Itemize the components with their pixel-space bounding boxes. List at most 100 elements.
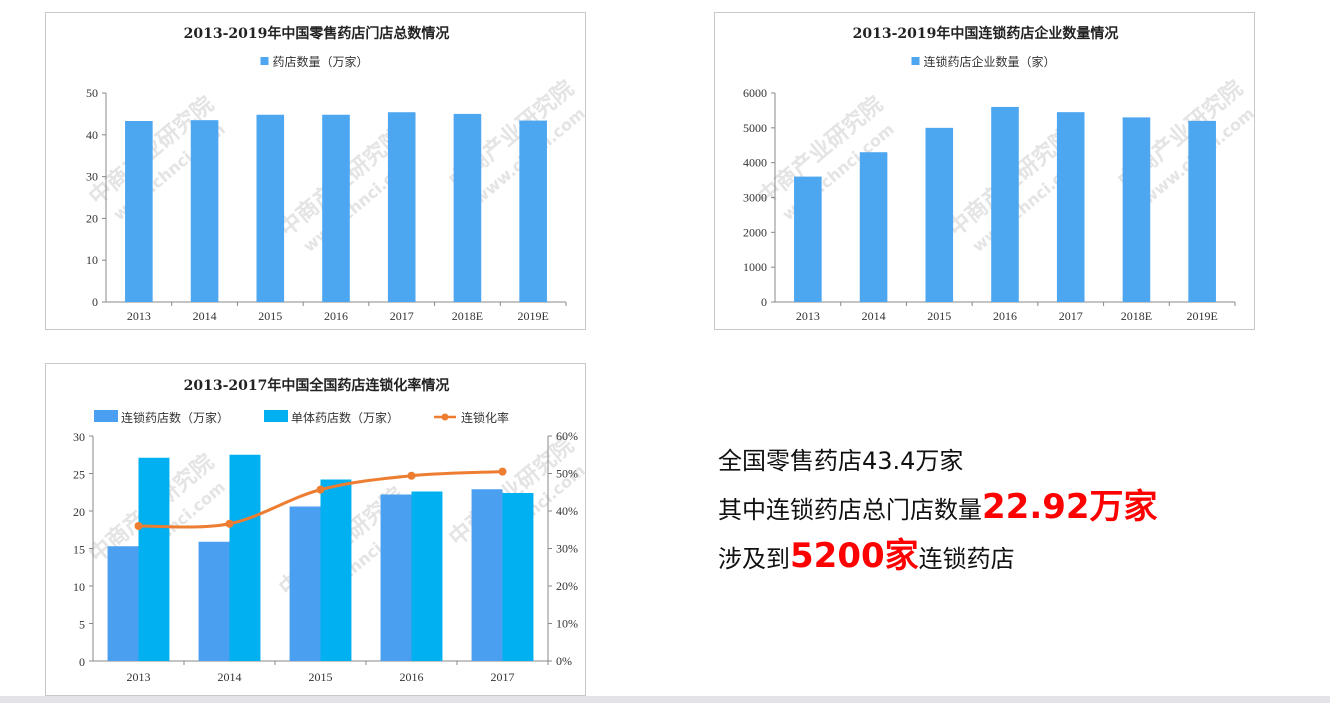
chain-rate-y-tick-label: 0 (79, 655, 85, 669)
chain-rate-line-point-2014 (225, 519, 234, 528)
chain-rate-y2-tick-label: 0% (556, 654, 572, 668)
chain-rate-y-tick-label: 15 (73, 543, 85, 557)
chain-rate-y2-tick-label: 20% (556, 579, 578, 593)
summary-chain-stores-prefix: 其中连锁药店总门店数量 (718, 496, 982, 524)
chain-companies-legend-label: 连锁药店企业数量（家） (924, 54, 1056, 69)
chain-rate-bar-single-2016 (411, 491, 443, 661)
summary-chain-stores-highlight: 22.92万家 (982, 487, 1158, 527)
chain-rate-bar-chain-2013 (107, 546, 139, 661)
chain-companies-y-tick-label: 1000 (743, 260, 767, 274)
store-total-y-tick-label: 40 (86, 128, 98, 142)
chain-companies-x-tick-label: 2013 (796, 309, 820, 323)
summary-line-total: 全国零售药店43.4万家 (718, 438, 1318, 484)
chain-companies-y-tick-label: 3000 (743, 191, 767, 205)
chain-rate-bar-single-2017 (502, 493, 534, 661)
chain-rate-bar-chain-2016 (380, 494, 412, 661)
store-total-x-tick-label: 2017 (390, 309, 414, 323)
store-total-x-tick-label: 2014 (193, 309, 217, 323)
chart-panel-store-total: 中商产业研究院www.chnci.com中商产业研究院www.chnci.com… (45, 12, 587, 330)
store-total-x-tick-label: 2013 (127, 309, 151, 323)
chain-rate-legend-swatch (94, 410, 118, 422)
store-total-bar-2019E (519, 120, 547, 302)
chain-companies-x-tick-label: 2016 (993, 309, 1017, 323)
chain-rate-y-tick-label: 25 (73, 468, 85, 482)
summary-chain-companies-suffix: 连锁药店 (918, 545, 1015, 573)
chain-companies-bar-2015 (925, 127, 954, 302)
chain-companies-x-tick-label: 2017 (1059, 309, 1083, 323)
chain-rate-title: 2013-2017年中国全国药店连锁化率情况 (184, 377, 450, 394)
chain-companies-x-tick-label: 2018E (1121, 309, 1152, 323)
chain-companies-x-tick-label: 2015 (927, 309, 951, 323)
store-total-y-tick-label: 30 (86, 170, 98, 184)
chain-rate-bar-chain-2014 (198, 541, 230, 661)
chain-rate-legend-label: 连锁化率 (461, 410, 509, 425)
chain-rate-bar-chain-2017 (471, 489, 503, 661)
chain-rate-y-tick-label: 5 (79, 618, 85, 632)
chain-rate-line-point-2016 (407, 471, 416, 480)
chain-companies-bar-2014 (859, 152, 888, 302)
chain-companies-title: 2013-2019年中国连锁药店企业数量情况 (853, 25, 1119, 42)
chain-rate-legend-label: 连锁药店数（万家） (121, 410, 229, 425)
chain-rate-y2-tick-label: 60% (556, 429, 578, 443)
chain-companies-bar-2019E (1188, 120, 1216, 302)
chain-companies-bar-2017 (1056, 112, 1085, 303)
chart-panel-chain-rate: 中商产业研究院www.chnci.com中商产业研究院www.chnci.com… (45, 363, 587, 696)
chain-rate-y2-tick-label: 50% (556, 467, 578, 481)
chain-rate-line-point-2017 (498, 467, 507, 476)
store-total-bar-2017 (387, 112, 416, 302)
chain-rate-bar-single-2015 (320, 479, 352, 661)
store-total-bar-2014 (190, 120, 219, 302)
store-total-bar-2013 (125, 121, 153, 302)
chain-rate-line-point-2013 (134, 522, 143, 530)
chain-rate-x-tick-label: 2013 (127, 670, 151, 684)
chain-companies-y-tick-label: 6000 (743, 86, 767, 100)
store-total-legend-label: 药店数量（万家） (273, 54, 369, 69)
chain-rate-line-point-2015 (316, 485, 325, 494)
chain-rate-y2-tick-label: 30% (556, 542, 578, 556)
chain-rate-y2-tick-label: 40% (556, 504, 578, 518)
chain-rate-bar-single-2014 (229, 454, 261, 661)
chart-store-total: 中商产业研究院www.chnci.com中商产业研究院www.chnci.com… (84, 25, 587, 323)
chain-companies-y-tick-label: 5000 (743, 121, 767, 135)
chain-rate-legend-label: 单体药店数（万家） (291, 410, 399, 425)
chain-companies-y-tick-label: 4000 (743, 156, 767, 170)
chain-rate-x-tick-label: 2014 (218, 670, 242, 684)
summary-chain-companies-highlight: 5200家 (790, 536, 919, 576)
chain-companies-legend-swatch (911, 57, 920, 65)
store-total-y-tick-label: 10 (86, 253, 98, 267)
chain-companies-x-tick-label: 2019E (1186, 309, 1217, 323)
chart-chain-rate: 中商产业研究院www.chnci.com中商产业研究院www.chnci.com… (73, 377, 587, 684)
summary-line-chain-companies: 涉及到5200家连锁药店 (718, 533, 1318, 582)
chain-companies-y-tick-label: 0 (761, 295, 767, 309)
chain-rate-y-tick-label: 10 (73, 580, 85, 594)
store-total-title: 2013-2019年中国零售药店门店总数情况 (184, 25, 450, 42)
store-total-x-tick-label: 2018E (452, 309, 483, 323)
bottom-scroll-bar (0, 696, 1330, 703)
chain-companies-bar-2013 (794, 176, 822, 302)
store-total-x-tick-label: 2016 (324, 309, 348, 323)
chain-rate-x-tick-label: 2017 (491, 670, 515, 684)
store-total-y-tick-label: 20 (86, 211, 98, 225)
chain-rate-legend-swatch-marker (441, 413, 449, 421)
chain-companies-bar-2018E (1122, 117, 1151, 302)
store-total-bar-2015 (256, 114, 285, 303)
summary-text-block: 全国零售药店43.4万家 其中连锁药店总门店数量22.92万家 涉及到5200家… (718, 438, 1318, 582)
chain-companies-bar-2016 (991, 106, 1019, 302)
store-total-x-tick-label: 2019E (517, 309, 548, 323)
summary-total-text: 全国零售药店43.4万家 (718, 447, 964, 475)
store-total-y-tick-label: 50 (86, 86, 98, 100)
chain-rate-bar-single-2013 (138, 457, 170, 661)
chain-rate-bar-chain-2015 (289, 506, 321, 661)
chain-rate-x-tick-label: 2015 (309, 670, 333, 684)
chart-chain-companies: 中商产业研究院www.chnci.com中商产业研究院www.chnci.com… (743, 25, 1256, 323)
summary-chain-companies-prefix: 涉及到 (718, 545, 790, 573)
chain-companies-y-tick-label: 2000 (743, 225, 767, 239)
chain-companies-x-tick-label: 2014 (862, 309, 886, 323)
chain-rate-y-tick-label: 30 (73, 430, 85, 444)
chart-panel-chain-companies: 中商产业研究院www.chnci.com中商产业研究院www.chnci.com… (714, 12, 1256, 330)
chain-rate-legend-swatch (264, 410, 288, 422)
store-total-x-tick-label: 2015 (258, 309, 282, 323)
summary-line-chain-stores: 其中连锁药店总门店数量22.92万家 (718, 484, 1318, 533)
store-total-bar-2018E (453, 113, 482, 303)
chain-rate-y-tick-label: 20 (73, 505, 85, 519)
